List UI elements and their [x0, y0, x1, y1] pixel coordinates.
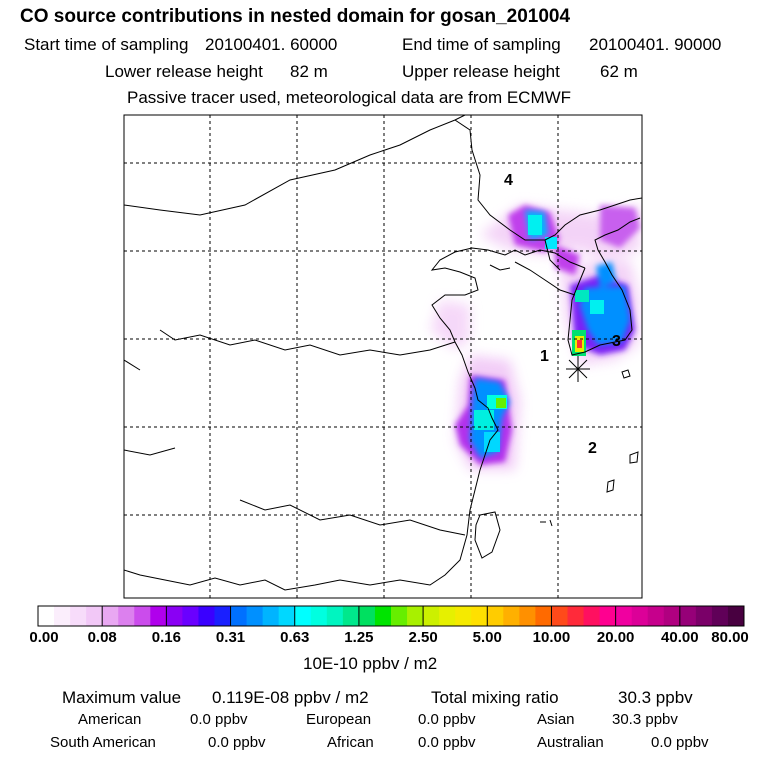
- colorbar-swatch: [519, 606, 536, 626]
- total-mixing-value: 30.3 ppbv: [618, 688, 693, 707]
- colorbar-swatch: [326, 606, 344, 626]
- region-name-african: African: [327, 734, 374, 751]
- region-value-african: 0.0 ppbv: [418, 734, 476, 751]
- colorbar-swatch: [679, 606, 697, 626]
- colorbar-swatch: [246, 606, 264, 626]
- colorbar-swatch: [567, 606, 585, 626]
- colorbar-swatch: [631, 606, 649, 626]
- colorbar-swatch: [166, 606, 183, 626]
- map-frame: [123, 114, 643, 599]
- colorbar-swatch: [102, 606, 119, 626]
- region-label-2: 2: [588, 440, 597, 457]
- receptor-marker-icon: [566, 356, 590, 382]
- lat-lon-grid: [124, 115, 642, 598]
- colorbar-tick-label: 80.00: [711, 629, 749, 646]
- colorbar-swatch: [663, 606, 681, 626]
- colorbar-tick-label: 5.00: [472, 629, 502, 646]
- colorbar-swatch: [455, 606, 472, 626]
- figure-title: CO source contributions in nested domain…: [20, 6, 571, 27]
- colorbar-swatch: [374, 606, 392, 626]
- colorbar-swatch: [182, 606, 199, 626]
- colorbar-swatch: [294, 606, 312, 626]
- colorbar-swatch: [134, 606, 151, 626]
- colorbar-tick-label: 10.00: [532, 629, 571, 646]
- colorbar-swatch: [471, 606, 488, 626]
- colorbar-swatch: [262, 606, 280, 626]
- end-time-label: End time of sampling: [402, 35, 561, 54]
- colorbar-swatch: [214, 606, 232, 626]
- max-value: 0.119E-08 ppbv / m2: [212, 688, 369, 707]
- colorbar-swatch: [342, 606, 360, 626]
- region-name-european: European: [306, 711, 372, 728]
- colorbar-swatch: [695, 606, 713, 626]
- colorbar-swatch: [70, 606, 87, 626]
- colorbar-swatch: [54, 606, 71, 626]
- upper-release-value: 62 m: [600, 62, 638, 81]
- colorbar-swatch: [551, 606, 568, 626]
- plume-peak: [496, 330, 586, 408]
- colorbar-swatch: [439, 606, 456, 626]
- colorbar-swatch: [583, 606, 601, 626]
- colorbar-swatch: [711, 606, 729, 626]
- colorbar-swatch: [599, 606, 617, 626]
- start-time-label: Start time of sampling: [24, 35, 189, 54]
- colorbar-swatch: [647, 606, 665, 626]
- upper-release-label: Upper release height: [402, 62, 560, 81]
- coastlines: [124, 115, 642, 598]
- region-name-asian: Asian: [537, 711, 575, 728]
- start-time-value: 20100401. 60000: [205, 35, 338, 54]
- colorbar-tick-label: 2.50: [408, 629, 438, 646]
- colorbar-tick-label: 0.08: [87, 629, 117, 646]
- colorbar-units: 10E-10 ppbv / m2: [303, 654, 438, 673]
- colorbar-swatch: [503, 606, 520, 626]
- region-name-south-american: South American: [50, 734, 156, 751]
- colorbar-swatch: [118, 606, 135, 626]
- lower-release-label: Lower release height: [105, 62, 263, 81]
- colorbar-tick-label: 40.00: [661, 629, 699, 646]
- region-value-asian: 30.3 ppbv: [612, 711, 678, 728]
- colorbar-swatch: [407, 606, 424, 626]
- colorbar-tick-label: 0.00: [29, 629, 59, 646]
- plume-cyan: [474, 215, 604, 452]
- colorbar-tick-label: 20.00: [596, 629, 635, 646]
- colorbar-swatch: [198, 606, 215, 626]
- colorbar-swatch: [487, 606, 504, 626]
- colorbar-swatch: [535, 606, 552, 626]
- colorbar-swatch: [86, 606, 103, 626]
- colorbar-swatch: [278, 606, 296, 626]
- region-label-1: 1: [540, 348, 549, 365]
- max-value-label: Maximum value: [62, 688, 182, 707]
- region-name-american: American: [78, 711, 142, 728]
- colorbar-swatch: [358, 606, 376, 626]
- end-time-value: 20100401. 90000: [589, 35, 722, 54]
- colorbar-swatch: [423, 606, 440, 626]
- colorbar-swatch: [38, 606, 55, 626]
- total-mixing-label: Total mixing ratio: [431, 688, 559, 707]
- region-value-american: 0.0 ppbv: [190, 711, 248, 728]
- region-name-australian: Australian: [537, 734, 604, 751]
- colorbar-swatch: [310, 606, 328, 626]
- colorbar-swatch: [150, 606, 167, 626]
- colorbar-tick-label: 0.31: [215, 629, 246, 646]
- colorbar-tick-label: 1.25: [344, 629, 374, 646]
- region-value-european: 0.0 ppbv: [418, 711, 476, 728]
- region-label-3: 3: [612, 333, 621, 350]
- region-value-south-american: 0.0 ppbv: [208, 734, 266, 751]
- tracer-note: Passive tracer used, meteorological data…: [127, 88, 572, 107]
- region-label-4: 4: [504, 172, 513, 189]
- colorbar-tick-label: 0.63: [280, 629, 310, 646]
- colorbar-tick-label: 0.16: [151, 629, 181, 646]
- colorbar-swatch: [230, 606, 248, 626]
- lower-release-value: 82 m: [290, 62, 328, 81]
- region-value-australian: 0.0 ppbv: [651, 734, 709, 751]
- colorbar-swatch: [391, 606, 408, 626]
- colorbar-swatch: [727, 606, 745, 626]
- colorbar-swatch: [615, 606, 633, 626]
